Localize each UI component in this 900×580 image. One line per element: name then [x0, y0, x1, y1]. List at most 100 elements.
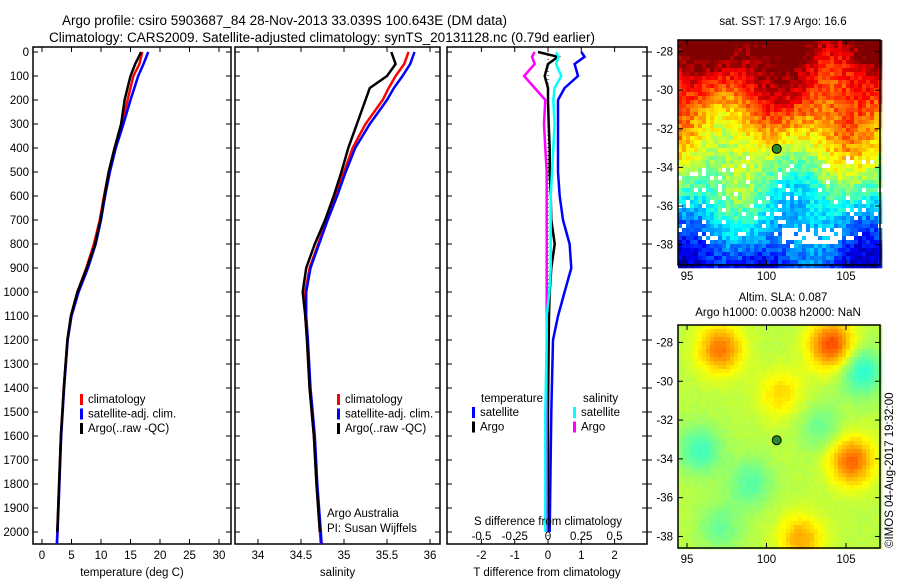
- map-cell: [794, 44, 799, 49]
- map-cell: [830, 397, 835, 402]
- map-cell: [786, 228, 791, 233]
- map-cell: [698, 341, 703, 346]
- map-cell: [858, 389, 863, 394]
- map-cell: [866, 156, 871, 161]
- map-cell: [694, 397, 699, 402]
- map-cell: [718, 132, 723, 137]
- map-cell: [746, 168, 751, 173]
- map-cell: [866, 433, 871, 438]
- map-cell: [766, 180, 771, 185]
- map-cell: [858, 136, 863, 141]
- map-cell: [758, 160, 763, 165]
- map-cell: [870, 248, 875, 253]
- map-cell: [738, 164, 743, 169]
- map-cell: [726, 156, 731, 161]
- map-cell: [710, 264, 715, 269]
- map-cell: [734, 76, 739, 81]
- map-cell: [854, 457, 859, 462]
- map-cell: [682, 196, 687, 201]
- map-cell: [854, 212, 859, 217]
- map-cell: [710, 325, 715, 330]
- map-cell: [846, 240, 851, 245]
- map-cell: [858, 88, 863, 93]
- map-cell: [686, 369, 691, 374]
- map-cell: [854, 172, 859, 177]
- map-cell: [806, 377, 811, 382]
- map-cell: [858, 341, 863, 346]
- map-cell: [870, 437, 875, 442]
- map-cell: [798, 196, 803, 201]
- map-cell: [738, 116, 743, 121]
- map-cell: [698, 244, 703, 249]
- map-cell: [870, 156, 875, 161]
- map-cell: [806, 112, 811, 117]
- map-cell: [810, 329, 815, 334]
- map-cell: [858, 232, 863, 237]
- map-cell: [822, 148, 827, 153]
- map-cell: [678, 361, 683, 366]
- map-cell: [790, 168, 795, 173]
- map-cell: [714, 240, 719, 245]
- map-cell: [846, 329, 851, 334]
- map-cell: [722, 196, 727, 201]
- map-cell: [694, 377, 699, 382]
- map-cell: [710, 192, 715, 197]
- map-cell: [730, 132, 735, 137]
- map-cell: [858, 44, 863, 49]
- map-cell: [722, 373, 727, 378]
- map-cell: [838, 341, 843, 346]
- map-cell: [790, 365, 795, 370]
- map-cell: [726, 377, 731, 382]
- map-cell: [770, 445, 775, 450]
- map-cell: [682, 377, 687, 382]
- map-cell: [858, 60, 863, 65]
- map-cell: [826, 413, 831, 418]
- map-cell: [706, 236, 711, 241]
- map-cell: [874, 417, 879, 422]
- map-cell: [830, 441, 835, 446]
- map-cell: [778, 196, 783, 201]
- map-cell: [806, 325, 811, 330]
- map-cell: [722, 128, 727, 133]
- map-cell: [834, 152, 839, 157]
- map-cell: [682, 76, 687, 81]
- map-cell: [870, 76, 875, 81]
- map-cell: [702, 405, 707, 410]
- map-cell: [858, 100, 863, 105]
- map-cell: [722, 437, 727, 442]
- map-cell: [870, 72, 875, 77]
- map-cell: [810, 232, 815, 237]
- map-cell: [774, 393, 779, 398]
- map-cell: [766, 349, 771, 354]
- map-cell: [698, 212, 703, 217]
- map-cell: [838, 144, 843, 149]
- map-cell: [726, 361, 731, 366]
- map-cell: [802, 156, 807, 161]
- map-cell: [822, 433, 827, 438]
- map-cell: [762, 56, 767, 61]
- map-cell: [802, 180, 807, 185]
- map-cell: [814, 373, 819, 378]
- map-cell: [866, 429, 871, 434]
- map-cell: [694, 437, 699, 442]
- map-cell: [854, 389, 859, 394]
- map-cell: [702, 341, 707, 346]
- map-cell: [762, 208, 767, 213]
- map-cell: [818, 329, 823, 334]
- map-cell: [698, 112, 703, 117]
- map-cell: [742, 441, 747, 446]
- map-cell: [686, 44, 691, 49]
- map-cell: [718, 48, 723, 53]
- map-cell: [734, 345, 739, 350]
- map-cell: [726, 44, 731, 49]
- map-cell: [810, 48, 815, 53]
- map-cell: [774, 365, 779, 370]
- map-cell: [814, 168, 819, 173]
- map-cell: [810, 401, 815, 406]
- map-cell: [774, 92, 779, 97]
- map-cell: [710, 60, 715, 65]
- map-cell: [834, 88, 839, 93]
- map-cell: [870, 349, 875, 354]
- map-cell: [786, 128, 791, 133]
- map-cell: [770, 224, 775, 229]
